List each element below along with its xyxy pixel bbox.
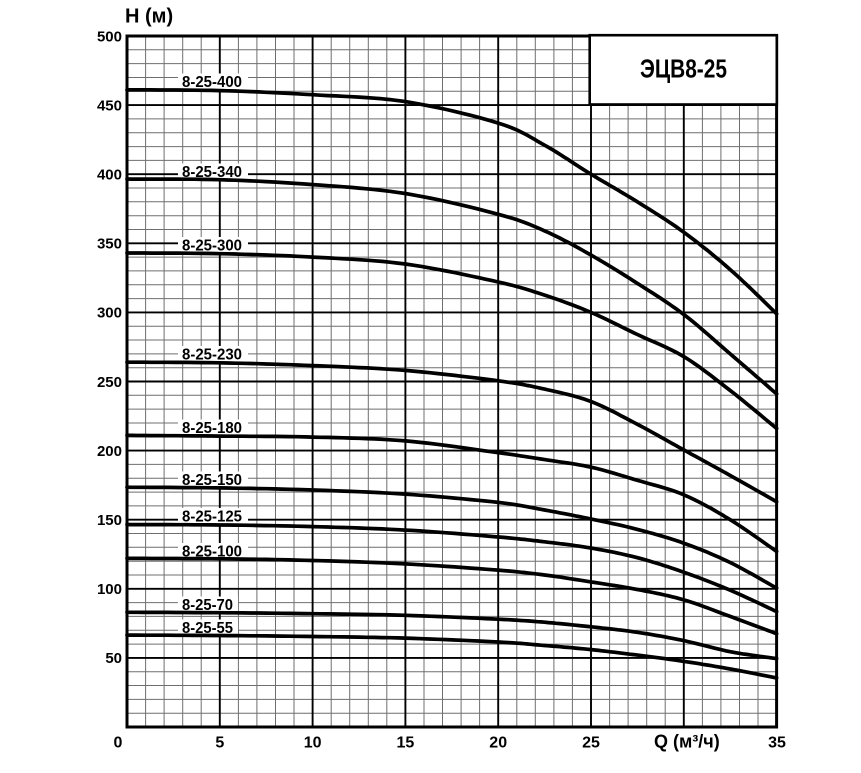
- svg-text:0: 0: [114, 735, 123, 752]
- svg-text:350: 350: [97, 236, 122, 253]
- svg-text:450: 450: [97, 97, 122, 114]
- svg-text:250: 250: [97, 374, 122, 391]
- svg-text:8-25-125: 8-25-125: [182, 509, 242, 526]
- svg-text:35: 35: [768, 735, 786, 752]
- svg-text:10: 10: [304, 735, 322, 752]
- svg-text:8-25-70: 8-25-70: [182, 597, 233, 614]
- svg-text:25: 25: [582, 735, 600, 752]
- svg-text:300: 300: [97, 305, 122, 322]
- svg-text:H (м): H (м): [125, 6, 173, 28]
- svg-text:8-25-55: 8-25-55: [182, 620, 233, 637]
- svg-text:5: 5: [215, 735, 224, 752]
- svg-text:8-25-400: 8-25-400: [182, 74, 242, 91]
- svg-text:8-25-180: 8-25-180: [182, 420, 242, 437]
- svg-text:400: 400: [97, 167, 122, 184]
- svg-text:8-25-100: 8-25-100: [182, 544, 242, 561]
- svg-text:500: 500: [97, 28, 122, 45]
- svg-text:200: 200: [97, 443, 122, 460]
- svg-text:50: 50: [105, 650, 122, 667]
- svg-text:20: 20: [489, 735, 507, 752]
- svg-text:8-25-340: 8-25-340: [182, 164, 242, 181]
- svg-text:Q (м³/ч): Q (м³/ч): [654, 732, 720, 752]
- svg-text:ЭЦВ8-25: ЭЦВ8-25: [640, 56, 727, 84]
- svg-text:8-25-300: 8-25-300: [182, 238, 242, 255]
- svg-text:8-25-150: 8-25-150: [182, 472, 242, 489]
- svg-text:8-25-230: 8-25-230: [182, 347, 242, 364]
- svg-text:15: 15: [397, 735, 415, 752]
- svg-text:150: 150: [97, 512, 122, 529]
- svg-text:100: 100: [97, 581, 122, 598]
